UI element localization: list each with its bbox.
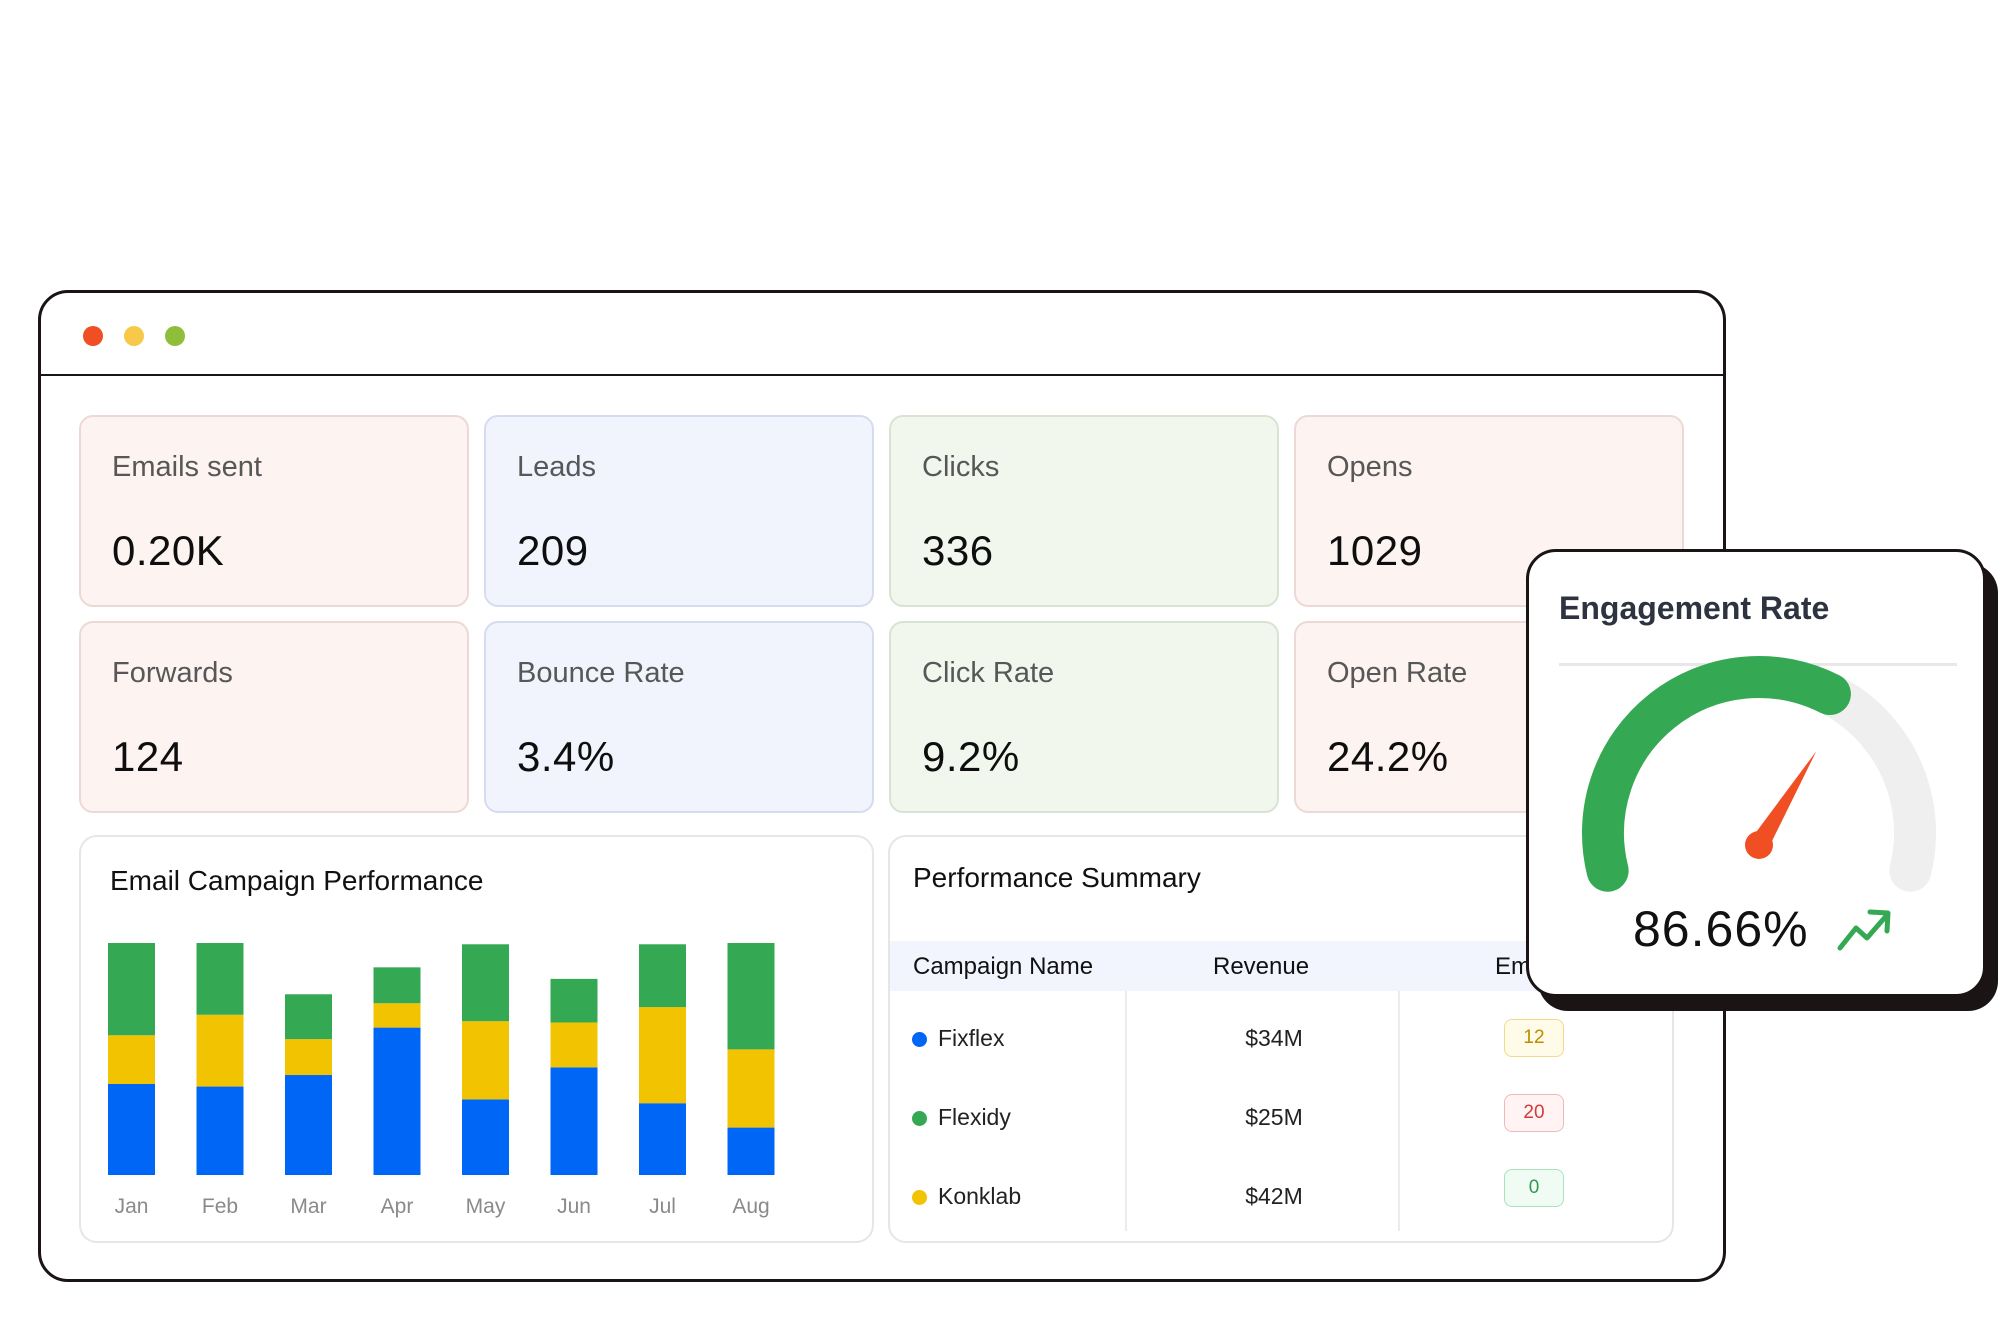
campaign-color-dot <box>912 1190 927 1205</box>
app-window: Emails sent 0.20K Leads 209 Clicks 336 O… <box>38 290 1726 1282</box>
bar-segment-apr-2[interactable] <box>373 967 421 1004</box>
metric-card-opens[interactable]: Opens 1029 <box>1294 415 1684 607</box>
minimize-window-button[interactable] <box>124 326 144 346</box>
emails-badge: 0 <box>1504 1169 1564 1207</box>
metric-value: 3.4% <box>517 733 615 780</box>
metric-card-forwards[interactable]: Forwards 124 <box>79 621 469 813</box>
metric-label: Opens <box>1327 451 1413 483</box>
x-tick-label: Jan <box>115 1195 149 1218</box>
bar-segment-jun-2[interactable] <box>550 978 598 1023</box>
metric-card-clicks[interactable]: Clicks 336 <box>889 415 1279 607</box>
bar-segment-feb-1[interactable] <box>196 1014 244 1087</box>
x-tick-label: May <box>466 1195 506 1218</box>
gauge-fill <box>1582 656 1851 892</box>
metric-card-emails-sent[interactable]: Emails sent 0.20K <box>79 415 469 607</box>
summary-title: Performance Summary <box>913 862 1201 893</box>
maximize-window-button[interactable] <box>165 326 185 346</box>
x-tick-label: Feb <box>202 1195 238 1218</box>
bar-segment-jun-0[interactable] <box>550 1067 598 1175</box>
column-header-emails[interactable]: Em <box>1495 953 1531 980</box>
x-tick-label: Mar <box>290 1195 326 1218</box>
bar-segment-aug-0[interactable] <box>727 1127 775 1175</box>
bar-segment-apr-1[interactable] <box>373 1003 421 1028</box>
engagement-title: Engagement Rate <box>1559 590 1830 626</box>
chart-title: Email Campaign Performance <box>110 865 484 896</box>
metric-label: Bounce Rate <box>517 657 685 689</box>
campaign-color-dot <box>912 1032 927 1047</box>
bar-segment-feb-2[interactable] <box>196 943 244 1015</box>
x-tick-label: Jul <box>649 1195 676 1218</box>
column-header-revenue[interactable]: Revenue <box>1213 953 1310 980</box>
column-header-campaign-name[interactable]: Campaign Name <box>913 953 1094 980</box>
metric-value: 1029 <box>1327 527 1423 574</box>
metric-card-leads[interactable]: Leads 209 <box>484 415 874 607</box>
campaign-color-dot <box>912 1111 927 1126</box>
bar-segment-aug-2[interactable] <box>727 943 775 1050</box>
bar-segment-jul-1[interactable] <box>639 1007 686 1104</box>
metric-card-bounce-rate[interactable]: Bounce Rate 3.4% <box>484 621 874 813</box>
x-tick-label: Jun <box>557 1195 591 1218</box>
emails-badge: 20 <box>1504 1094 1564 1132</box>
bar-segment-jun-1[interactable] <box>550 1022 598 1068</box>
campaign-bar-chart: Jan Feb Mar Apr May Jun Jul Aug <box>108 943 775 1218</box>
metric-value: 24.2% <box>1327 733 1449 780</box>
metric-value: 0.20K <box>112 527 225 574</box>
title-bar <box>41 293 1723 376</box>
campaign-name: Flexidy <box>938 1104 1011 1130</box>
bar-segment-jul-0[interactable] <box>639 1103 686 1175</box>
campaign-revenue: $34M <box>1245 1025 1303 1051</box>
engagement-gauge <box>1582 656 1936 892</box>
close-window-button[interactable] <box>83 326 103 346</box>
bar-segment-jan-0[interactable] <box>108 1083 155 1175</box>
bar-segment-mar-2[interactable] <box>285 994 332 1040</box>
metric-value: 9.2% <box>922 733 1020 780</box>
metric-value: 124 <box>112 733 184 780</box>
engagement-value: 86.66% <box>1633 901 1809 957</box>
x-tick-label: Aug <box>732 1195 769 1218</box>
bar-segment-jul-2[interactable] <box>639 944 686 1008</box>
metric-label: Leads <box>517 451 597 483</box>
metric-label: Open Rate <box>1327 657 1468 689</box>
metric-label: Click Rate <box>922 657 1055 689</box>
metric-label: Forwards <box>112 657 233 689</box>
campaign-performance-panel: Email Campaign Performance Jan Feb Mar Apr M… <box>79 835 874 1243</box>
metric-label: Emails sent <box>112 451 262 483</box>
column-divider <box>1125 991 1127 1231</box>
bar-segment-jan-1[interactable] <box>108 1035 155 1084</box>
bar-segment-apr-0[interactable] <box>373 1027 421 1175</box>
metric-card-click-rate[interactable]: Click Rate 9.2% <box>889 621 1279 813</box>
bar-segment-mar-0[interactable] <box>285 1075 332 1175</box>
bar-segment-feb-0[interactable] <box>196 1086 244 1175</box>
emails-badge: 12 <box>1504 1019 1564 1057</box>
bar-segment-mar-1[interactable] <box>285 1039 332 1076</box>
campaign-revenue: $25M <box>1245 1104 1303 1130</box>
metric-value: 336 <box>922 527 994 574</box>
bar-segment-may-2[interactable] <box>462 944 509 1022</box>
bar-segment-may-0[interactable] <box>462 1099 509 1175</box>
campaign-name: Konklab <box>938 1183 1022 1209</box>
campaign-name: Fixflex <box>938 1025 1005 1051</box>
metric-label: Clicks <box>922 451 1000 483</box>
metric-value: 209 <box>517 527 589 574</box>
trending-up-icon <box>1837 909 1891 951</box>
bar-segment-may-1[interactable] <box>462 1021 509 1100</box>
x-tick-label: Apr <box>381 1195 414 1218</box>
campaign-revenue: $42M <box>1245 1183 1303 1209</box>
bar-segment-aug-1[interactable] <box>727 1049 775 1128</box>
bar-segment-jan-2[interactable] <box>108 943 155 1036</box>
column-divider <box>1398 991 1400 1231</box>
gauge-needle-hub <box>1745 831 1773 859</box>
performance-summary-panel: Performance Summary Campaign Name Revenu… <box>888 835 1674 1243</box>
gauge-needle <box>1750 751 1817 851</box>
engagement-rate-card: Engagement Rate 86.66% <box>1526 549 1986 997</box>
